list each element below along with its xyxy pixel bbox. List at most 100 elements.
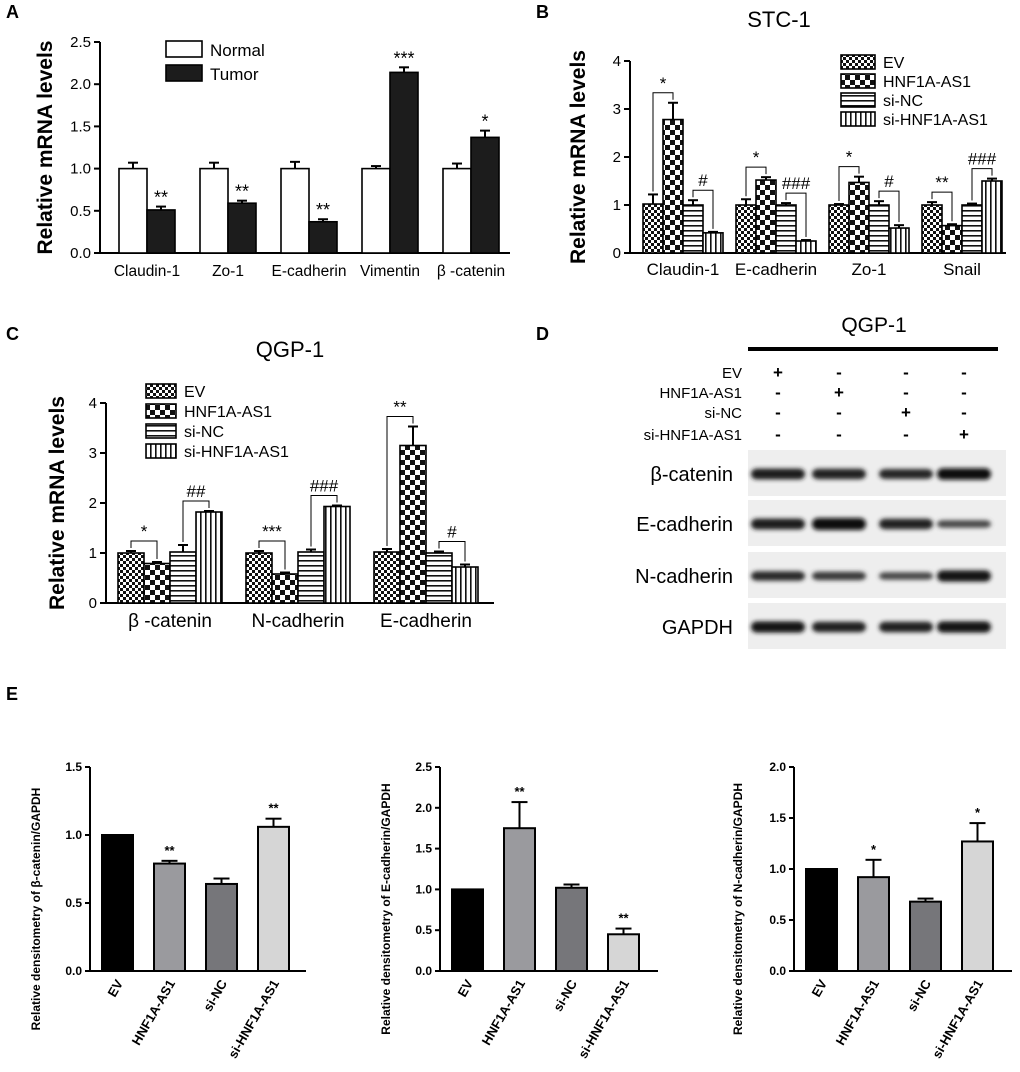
significance-label: *** — [393, 48, 414, 68]
legend-label: EV — [184, 384, 206, 401]
bar-normal — [280, 167, 310, 254]
bar-si-hnf1a-as1 — [195, 511, 223, 604]
significance-label: ** — [164, 843, 175, 858]
blot-band — [937, 570, 991, 582]
significance-label: * — [871, 842, 877, 857]
bar-si-hnf1a-as1 — [257, 825, 290, 973]
bar-ev — [735, 204, 757, 254]
bar-si-nc — [425, 552, 453, 604]
bar-ev — [642, 203, 664, 254]
blot-matrix-sign: - — [775, 403, 781, 422]
legend-swatch-hnf1a-as1 — [145, 403, 177, 419]
bar-si-nc — [775, 204, 797, 254]
significance-label: ## — [187, 482, 206, 501]
bar-hnf1a-as1 — [848, 181, 870, 254]
category-label: Claudin-1 — [114, 263, 180, 280]
y-tick-label: 0.5 — [70, 203, 91, 220]
blot-matrix-sign: - — [903, 425, 909, 444]
significance-label: *** — [262, 522, 282, 541]
category-label: EV — [808, 977, 830, 1000]
category-label: EV — [454, 977, 476, 1000]
y-tick-label: 0.0 — [65, 964, 82, 978]
bar-ev — [828, 204, 850, 254]
y-tick-label: 3 — [613, 101, 621, 118]
y-tick-label: 1.0 — [70, 161, 91, 178]
legend-label: si-NC — [883, 93, 923, 110]
category-label: si-HNF1A-AS1 — [575, 977, 632, 1061]
blot-matrix-sign: + — [959, 425, 969, 444]
bar-si-nc — [297, 551, 325, 604]
y-tick-label: 4 — [89, 395, 97, 412]
significance-label: ** — [154, 188, 168, 208]
y-tick-label: 1.5 — [65, 760, 82, 774]
category-label: si-HNF1A-AS1 — [929, 977, 986, 1061]
panel-letter-e: E — [6, 684, 18, 704]
category-label: E-cadherin — [735, 260, 817, 279]
blot-band — [937, 621, 991, 633]
bar-si-nc — [169, 551, 197, 604]
y-axis-label: Relative densitometry of E-cadherin/GAPD… — [379, 783, 393, 1034]
bar-ev — [805, 868, 838, 972]
significance-bracket — [692, 189, 714, 229]
y-axis-label: Relative densitometry of N-cadherin/GAPD… — [731, 783, 745, 1035]
panel-e-e-cadherin-chart: Relative densitometry of E-cadherin/GAPD… — [379, 760, 658, 1061]
blot-matrix-sign: - — [836, 403, 842, 422]
blot-band-label: N-cadherin — [635, 566, 733, 588]
chart-title: STC-1 — [747, 7, 811, 32]
blot-band — [751, 571, 805, 581]
blot-band — [812, 518, 866, 530]
significance-label: ** — [235, 182, 249, 202]
y-tick-label: 0.5 — [65, 896, 82, 910]
blot-matrix-sign: + — [834, 383, 844, 402]
bar-hnf1a-as1 — [271, 573, 299, 604]
significance-label: ** — [618, 911, 629, 926]
blot-band — [812, 621, 866, 633]
bar-si-hnf1a-as1 — [961, 840, 994, 973]
bar-normal — [118, 167, 148, 254]
y-tick-label: 2.5 — [70, 34, 91, 51]
bar-hnf1a-as1 — [143, 562, 171, 604]
panel-letter-c: C — [6, 324, 19, 344]
significance-bracket — [785, 192, 807, 238]
bar-tumor — [227, 202, 257, 254]
legend-label: Normal — [210, 41, 265, 60]
legend-label: HNF1A-AS1 — [184, 404, 272, 421]
significance-label: * — [975, 805, 981, 820]
blot-matrix-sign: - — [903, 363, 909, 382]
y-axis-label: Relative densitometry of β-catenin/GAPDH — [29, 788, 43, 1031]
panel-letter-b: B — [536, 2, 549, 22]
panel-c-chart: QGP-1 Relative mRNA levels 0 1 2 3 4 β -catenin… — [46, 337, 494, 632]
bar-hnf1a-as1 — [503, 827, 536, 973]
bar-normal — [361, 167, 391, 254]
y-tick-label: 1.0 — [415, 882, 432, 896]
bar-tumor — [146, 209, 176, 254]
category-label: si-NC — [550, 976, 580, 1013]
blot-condition-label: si-HNF1A-AS1 — [644, 427, 742, 444]
legend-swatch-hnf1a-as1 — [840, 73, 876, 89]
legend-label: si-NC — [184, 424, 224, 441]
bar-hnf1a-as1 — [662, 118, 684, 254]
significance-label: * — [481, 112, 488, 132]
bar-tumor — [470, 136, 500, 254]
bar-si-hnf1a-as1 — [607, 933, 640, 973]
panel-d-western-blot: QGP-1EV + - - -HNF1A-AS1- + - -si-NC - - + -si-HNF1… — [635, 314, 1006, 649]
bar-si-nc — [868, 204, 890, 254]
significance-label: # — [698, 171, 708, 190]
bar-hnf1a-as1 — [153, 862, 186, 972]
y-tick-label: 2.0 — [70, 76, 91, 93]
y-tick-label: 1.5 — [415, 842, 432, 856]
panel-e-n-cadherin-chart: Relative densitometry of N-cadherin/GAPD… — [731, 760, 1012, 1061]
bar-si-hnf1a-as1 — [451, 566, 479, 604]
significance-label: ** — [393, 398, 407, 417]
bar-si-nc — [961, 204, 983, 254]
significance-label: ### — [310, 477, 339, 496]
y-tick-label: 0 — [613, 245, 621, 262]
bar-si-nc — [555, 886, 588, 973]
blot-matrix-sign: - — [961, 383, 967, 402]
legend-swatch-si-hnf1a-as1 — [145, 443, 177, 459]
significance-bracket — [745, 166, 767, 197]
y-tick-label: 0.0 — [70, 245, 91, 262]
y-tick-label: 2.0 — [415, 801, 432, 815]
panel-letter-a: A — [6, 2, 19, 22]
